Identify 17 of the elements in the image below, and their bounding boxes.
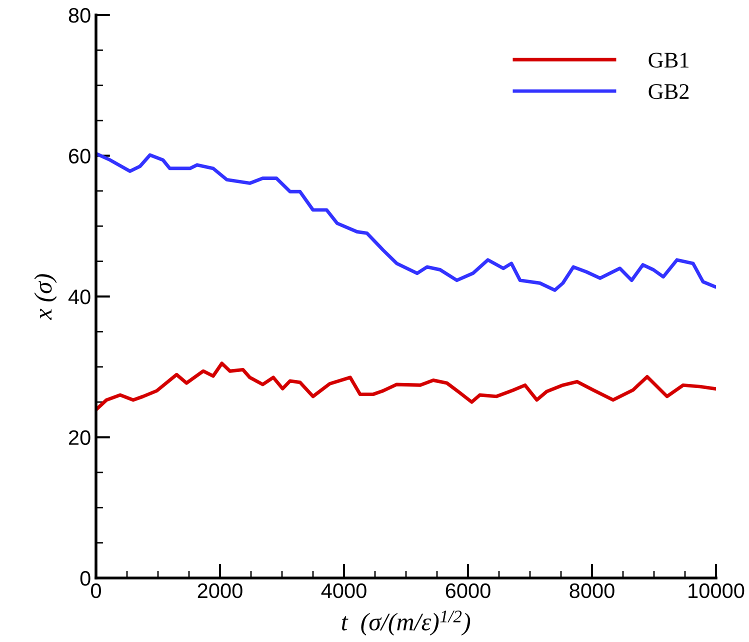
y-axis-title: x (σ) xyxy=(34,274,57,320)
x-tick-label: 2000 xyxy=(198,583,242,598)
y-tick-label: 60 xyxy=(69,148,90,164)
x-tick-label: 8000 xyxy=(570,583,614,598)
y-tick-label: 20 xyxy=(69,430,90,446)
x-tick-label: 0 xyxy=(91,583,101,598)
x-axis-title: t (σ/(m/ε)$^{1/2}$) xyxy=(342,610,470,636)
line-series xyxy=(96,362,716,412)
legend-label: GB2 xyxy=(648,84,689,100)
y-tick-label: 0 xyxy=(80,571,90,586)
line-series xyxy=(96,152,716,292)
y-tick-label: 40 xyxy=(68,290,90,304)
y-tick-label: 80 xyxy=(68,8,90,23)
legend-label: GB1 xyxy=(648,52,688,68)
x-tick-label: 4000 xyxy=(321,583,366,598)
x-tick-label: 10000 xyxy=(688,583,744,598)
x-tick-label: 6000 xyxy=(446,583,490,598)
